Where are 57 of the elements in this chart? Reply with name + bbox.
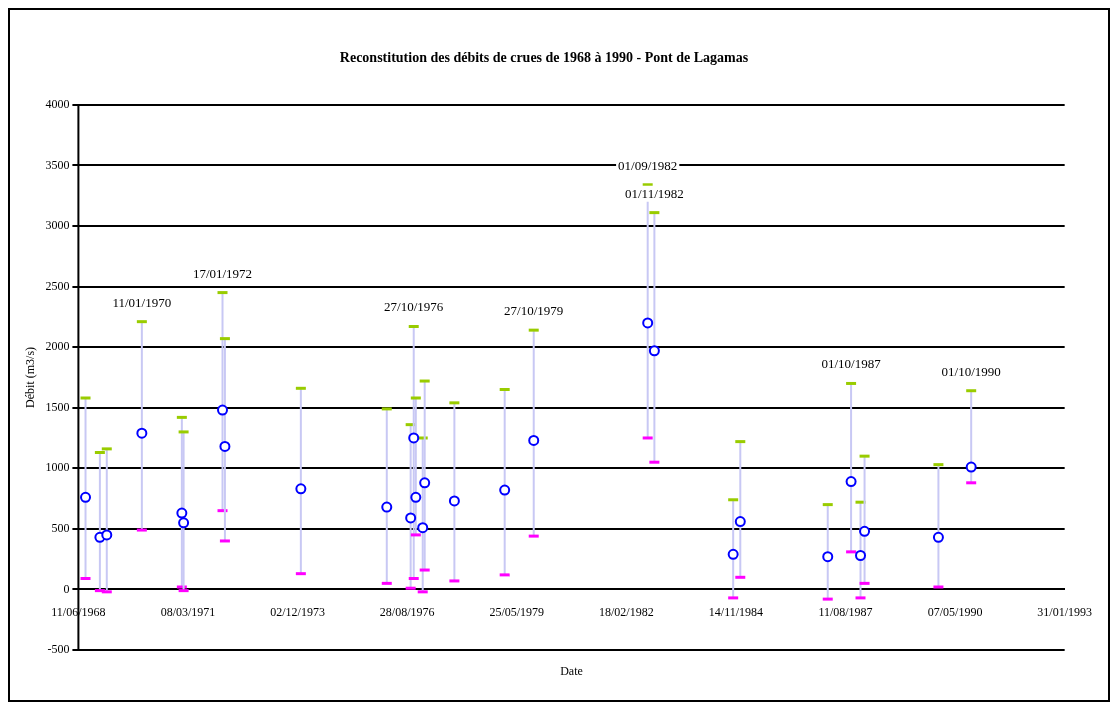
x-tick-label: 18/02/1982 xyxy=(598,604,654,619)
x-tick-label: 08/03/1971 xyxy=(160,604,216,619)
point xyxy=(136,427,148,439)
y-tick-label: 2000 xyxy=(45,339,70,354)
point xyxy=(734,516,746,528)
point xyxy=(727,548,739,560)
annotation: 17/01/1972 xyxy=(192,265,253,281)
point xyxy=(405,512,417,524)
x-tick-label: 25/05/1979 xyxy=(489,604,545,619)
point xyxy=(528,434,540,446)
x-tick-label: 14/11/1984 xyxy=(708,604,764,619)
point xyxy=(381,501,393,513)
y-tick-label: 500 xyxy=(51,521,70,535)
x-tick-label: 31/01/1993 xyxy=(1037,604,1092,619)
point xyxy=(845,476,857,488)
point xyxy=(932,531,944,543)
point xyxy=(648,345,660,357)
y-tick-label: 4000 xyxy=(45,96,70,111)
y-tick-label: 2500 xyxy=(45,278,70,293)
point xyxy=(176,507,188,519)
y-tick-label: 3000 xyxy=(45,218,70,233)
point xyxy=(419,477,431,489)
point xyxy=(642,317,654,329)
point xyxy=(417,522,429,534)
point xyxy=(80,491,92,503)
y-tick-label: 1500 xyxy=(45,399,70,414)
point xyxy=(219,440,231,452)
annotation: 01/09/1982 xyxy=(618,157,678,173)
x-axis-title: Date xyxy=(560,664,583,679)
annotation: 01/11/1982 xyxy=(625,185,684,201)
annotation: 27/10/1979 xyxy=(504,303,564,319)
point xyxy=(217,404,228,416)
point xyxy=(499,484,511,496)
point xyxy=(965,461,977,473)
x-tick-label: 02/12/1973 xyxy=(270,604,325,619)
y-tick-label: -500 xyxy=(47,642,70,657)
x-tick-label: 28/08/1976 xyxy=(379,604,435,619)
point xyxy=(101,529,113,541)
y-tick-label: 0 xyxy=(63,581,70,596)
y-axis-title: Débit (m3/s) xyxy=(23,346,38,408)
point xyxy=(178,517,190,529)
point xyxy=(410,491,422,503)
annotation: 11/01/1970 xyxy=(112,294,172,310)
annotation: 01/10/1987 xyxy=(821,356,882,372)
x-tick-label: 07/05/1990 xyxy=(927,604,983,619)
point xyxy=(448,495,460,507)
y-tick-label: 3500 xyxy=(45,157,70,172)
x-tick-label: 11/08/1987 xyxy=(818,604,873,619)
annotation: 01/10/1990 xyxy=(941,363,1001,379)
point xyxy=(859,525,871,537)
annotation: 27/10/1976 xyxy=(384,299,444,315)
point xyxy=(408,432,420,444)
point xyxy=(822,551,834,563)
chart-title: Reconstitution des débits de crues de 1968 à 1990 - Pont de Lagamas xyxy=(339,50,749,66)
point xyxy=(855,550,867,561)
point xyxy=(295,483,307,495)
y-tick-label: 1000 xyxy=(45,460,70,475)
